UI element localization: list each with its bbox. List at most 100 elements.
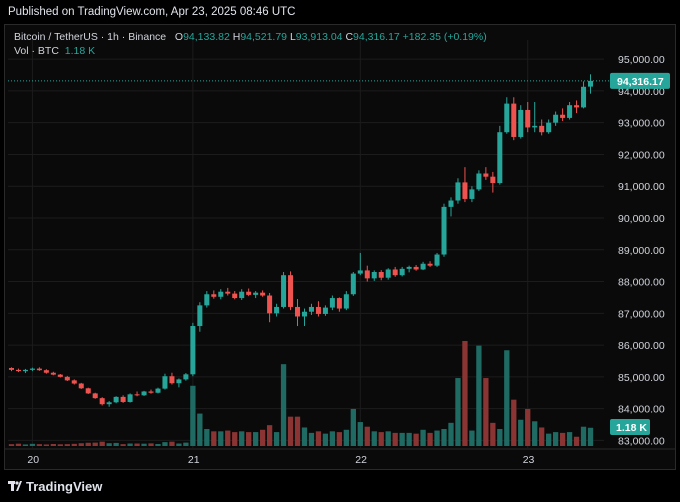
- volume-bar: [455, 378, 461, 446]
- volume-bar: [573, 436, 580, 446]
- volume-bar: [134, 443, 140, 446]
- candle-body: [204, 294, 210, 306]
- candle-body: [120, 396, 126, 402]
- candle-body: [546, 122, 552, 133]
- symbol-name: Bitcoin / TetherUS · 1h · Binance: [14, 31, 167, 43]
- candle-body: [148, 391, 154, 393]
- candle-body: [190, 326, 196, 375]
- candle-body: [22, 369, 28, 372]
- tradingview-brand: TradingView: [26, 479, 103, 494]
- candle-body: [392, 269, 398, 276]
- candle-body: [301, 311, 307, 317]
- candle-body: [399, 268, 405, 276]
- price-tick-label: 94,000.00: [618, 86, 665, 98]
- candle-body: [518, 109, 524, 137]
- candle-body: [183, 374, 189, 380]
- candle-body: [553, 114, 559, 123]
- volume-bar: [385, 431, 391, 446]
- candle-body: [127, 394, 133, 402]
- candle-body: [364, 270, 370, 279]
- low-value: 93,913.04: [295, 31, 343, 43]
- volume-bar: [155, 443, 161, 446]
- volume-bar: [587, 427, 594, 446]
- candle-body: [462, 182, 468, 199]
- close-value: 94,316.17: [353, 31, 400, 43]
- volume-bar: [239, 431, 245, 446]
- candle-body: [371, 272, 377, 279]
- high-label: H: [232, 31, 241, 43]
- last-price-label: 94,316.17: [617, 76, 664, 88]
- candle-body: [469, 189, 475, 199]
- candle-body: [71, 380, 77, 384]
- volume-bar: [580, 426, 587, 446]
- candle-body: [15, 369, 21, 372]
- candle-body: [239, 291, 245, 299]
- candle-body: [315, 306, 321, 314]
- volume-legend: Vol · BTC 1.18 K: [14, 45, 95, 57]
- candle-body: [539, 125, 545, 133]
- candle-body: [64, 376, 70, 381]
- candle-body: [288, 275, 294, 307]
- candle-body: [581, 86, 587, 108]
- volume-bar: [525, 408, 531, 446]
- candle-body: [322, 307, 328, 314]
- candle-body: [476, 173, 482, 190]
- chart-pane[interactable]: [4, 24, 676, 470]
- change-value: +182.35 (+0.19%): [402, 31, 487, 43]
- volume-bar: [546, 433, 552, 446]
- candle-body: [260, 292, 266, 296]
- volume-bar: [462, 341, 468, 446]
- volume-bar: [539, 427, 545, 446]
- volume-bar: [78, 443, 84, 446]
- candle-body: [434, 254, 440, 266]
- volume-bar: [183, 442, 189, 446]
- volume-bar: [169, 441, 175, 446]
- volume-bar: [225, 430, 231, 446]
- candle-body: [308, 306, 314, 312]
- volume-bar: [259, 429, 266, 446]
- volume-bar: [246, 432, 252, 446]
- volume-bar: [308, 432, 315, 446]
- candle-body: [441, 206, 447, 255]
- candle-body: [413, 266, 419, 270]
- candle-body: [406, 266, 412, 269]
- price-tick-label: 89,000.00: [618, 245, 665, 257]
- candle-body: [176, 379, 182, 384]
- price-tick-label: 88,000.00: [618, 277, 665, 289]
- volume-bar: [490, 422, 496, 446]
- volume-bar: [566, 432, 573, 446]
- candle-body: [218, 291, 224, 297]
- volume-bar: [504, 350, 510, 446]
- candle-body: [106, 402, 112, 405]
- volume-bar: [483, 378, 489, 446]
- time-tick-label: 23: [523, 454, 535, 466]
- volume-bar: [399, 432, 405, 446]
- candle-body: [113, 396, 119, 403]
- candle-body: [525, 109, 531, 128]
- close-label: C: [345, 31, 354, 43]
- volume-bar: [476, 345, 482, 446]
- price-tick-label: 84,000.00: [618, 404, 665, 416]
- volume-bar: [197, 413, 203, 446]
- candle-body: [169, 376, 175, 384]
- volume-bar: [36, 444, 43, 446]
- candle-body: [29, 368, 35, 370]
- candle-body: [162, 376, 168, 389]
- volume-badge-label: 1.18 K: [616, 422, 647, 434]
- volume-bar: [57, 444, 63, 446]
- candle-body: [357, 270, 363, 274]
- volume-bar: [322, 433, 329, 446]
- volume-bar: [357, 422, 363, 446]
- candle-body: [329, 298, 335, 308]
- open-label: O: [174, 31, 184, 43]
- candle-body: [134, 394, 140, 396]
- price-tick-label: 85,000.00: [618, 372, 665, 384]
- price-tick-label: 91,000.00: [618, 181, 665, 193]
- volume-bar: [162, 442, 168, 446]
- volume-bar: [43, 444, 50, 446]
- candle-body: [57, 374, 63, 377]
- candle-body: [511, 103, 517, 137]
- volume-bar: [406, 432, 412, 446]
- candle-body: [253, 292, 259, 295]
